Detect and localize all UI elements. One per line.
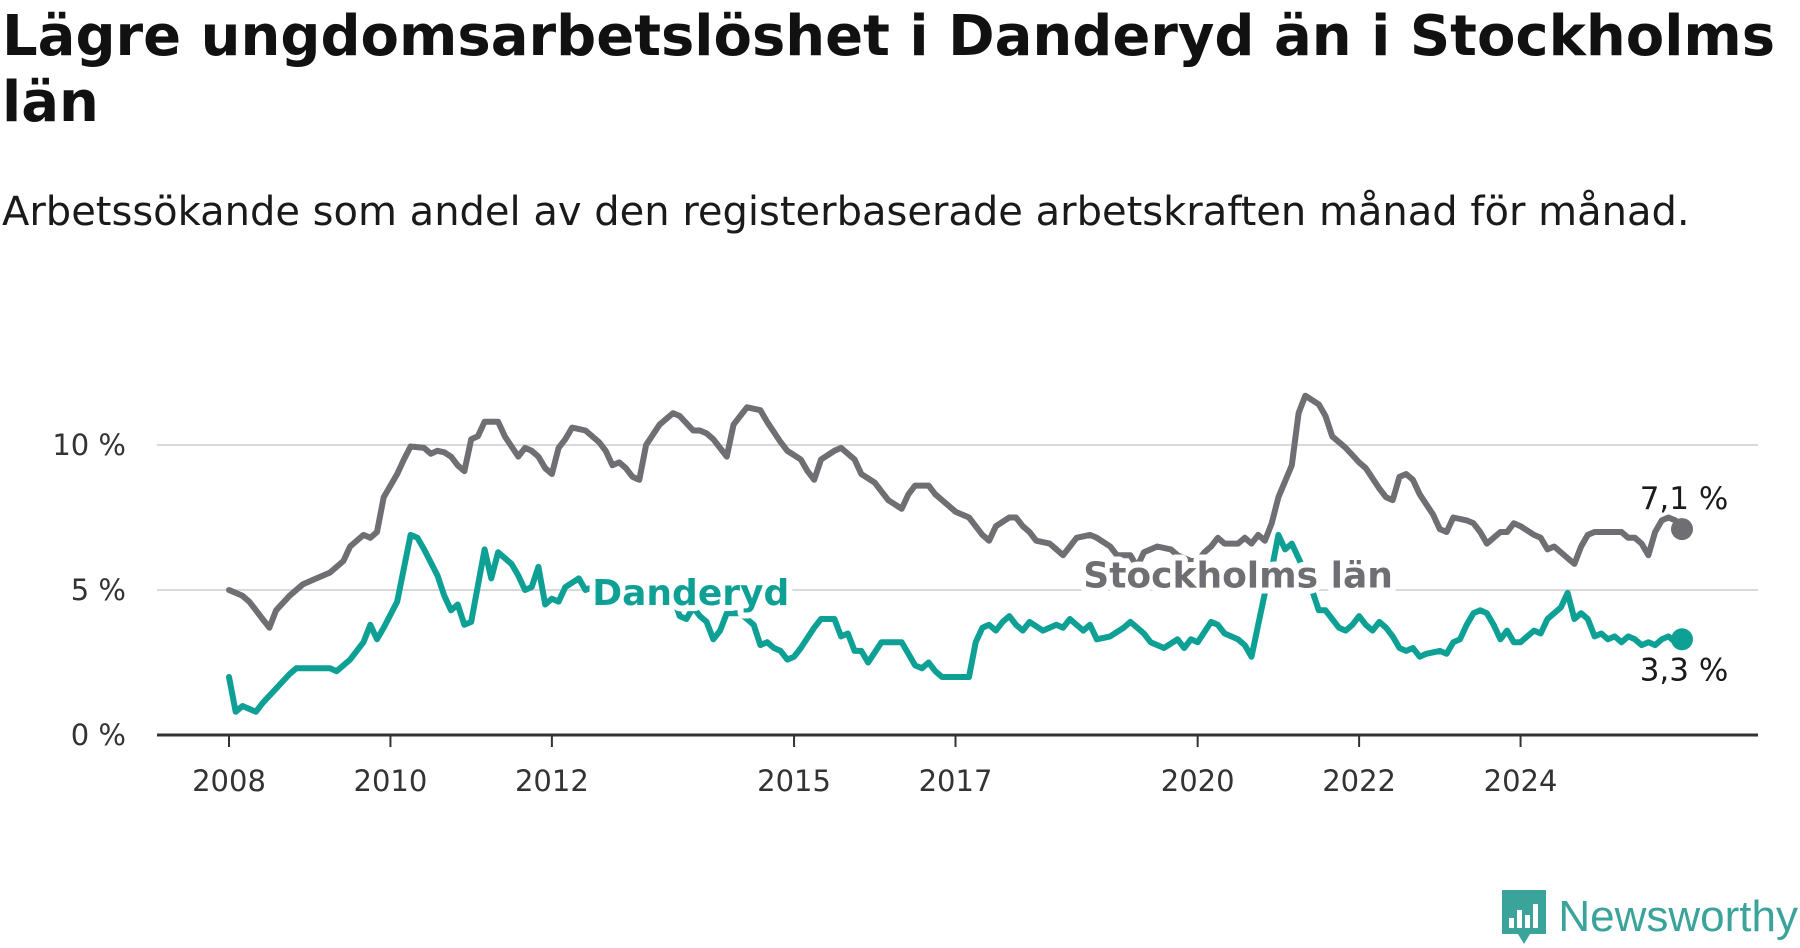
chart-subtitle: Arbetssökande som andel av den registerb…	[2, 189, 1690, 235]
y-axis: 0 % 5 % 10 %	[52, 428, 126, 752]
newsworthy-logo-icon	[1502, 890, 1547, 944]
y-tick-label: 5 %	[71, 573, 126, 607]
x-tick-label: 2015	[757, 764, 831, 798]
x-tick-label: 2010	[354, 764, 428, 798]
gridlines	[157, 444, 1758, 591]
x-tick-label: 2020	[1161, 764, 1235, 798]
end-marker-danderyd	[1671, 628, 1693, 651]
x-tick-label: 2008	[192, 764, 266, 798]
x-axis: 2008 2010 2012 2015 2017 2020 2022 2024	[157, 733, 1758, 798]
series-label-danderyd: Danderyd	[592, 573, 789, 614]
end-marker-stockholm	[1671, 518, 1693, 541]
series-lines: 7,1 % 3,3 %	[226, 392, 1729, 715]
x-tick-label: 2017	[919, 764, 993, 798]
page-title: Lägre ungdomsarbetslöshet i Danderyd än …	[2, 4, 1776, 135]
series-label-stockholm: Stockholms län	[1083, 556, 1393, 597]
newsworthy-logo: Newsworthy	[1500, 888, 1798, 946]
end-label-danderyd: 3,3 %	[1640, 652, 1729, 688]
series-line-danderyd	[226, 531, 1685, 715]
series-label-halo-stockholm: Stockholms län	[1083, 556, 1393, 597]
series-label-halo-danderyd: Danderyd	[592, 573, 789, 614]
y-tick-label: 0 %	[71, 718, 126, 752]
x-tick-label: 2022	[1322, 764, 1396, 798]
end-label-stockholm: 7,1 %	[1640, 481, 1729, 517]
series-line-stockholm	[226, 392, 1685, 631]
y-tick-label: 10 %	[52, 428, 126, 462]
brand-name: Newsworthy	[1558, 892, 1798, 941]
x-tick-label: 2024	[1484, 764, 1558, 798]
x-tick-label: 2012	[515, 764, 589, 798]
